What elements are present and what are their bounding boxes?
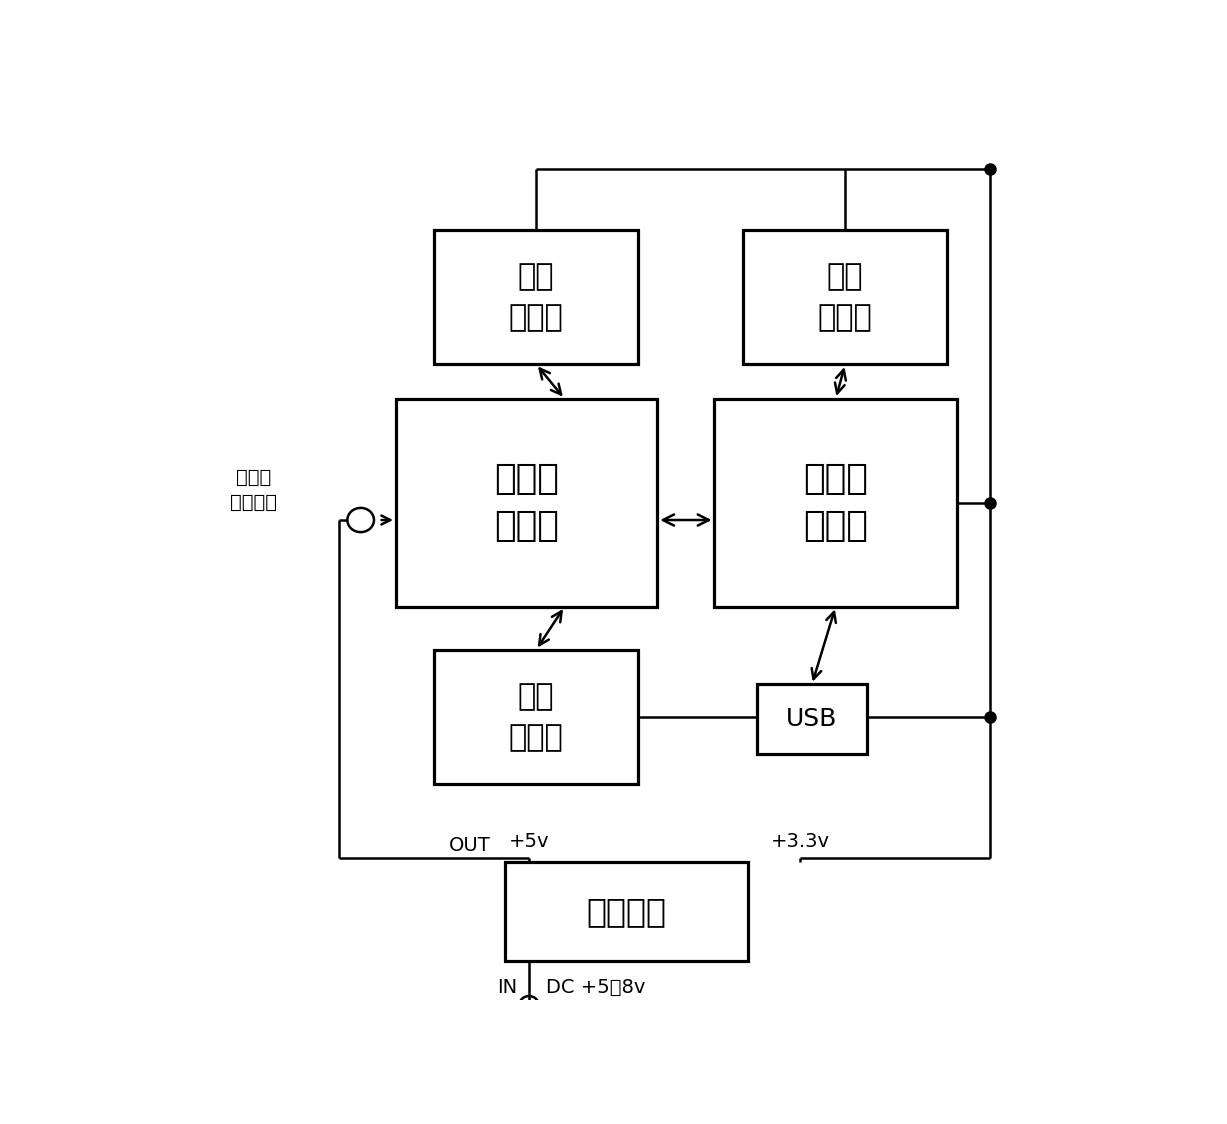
Text: 读写
存储器: 读写 存储器 [509, 682, 563, 752]
Bar [434, 650, 638, 785]
Text: 通信控
制电路: 通信控 制电路 [804, 462, 867, 544]
Text: USB: USB [787, 707, 838, 731]
Text: +3.3v: +3.3v [771, 832, 829, 851]
Text: IN: IN [497, 978, 518, 997]
Text: +5v: +5v [509, 832, 550, 851]
Text: 电源电路: 电源电路 [587, 895, 666, 928]
Text: DC +5～8v: DC +5～8v [546, 978, 645, 997]
Bar [714, 399, 957, 607]
Text: 只读
存储器: 只读 存储器 [509, 262, 563, 332]
Bar [506, 862, 747, 961]
Text: OUT: OUT [449, 836, 491, 855]
Text: 只读
存储器: 只读 存储器 [818, 262, 872, 332]
Bar [757, 685, 866, 754]
Text: 视频信
号输入端: 视频信 号输入端 [229, 468, 277, 511]
Bar [396, 399, 658, 607]
Bar [434, 230, 638, 364]
Bar [742, 230, 947, 364]
Text: 图像处
理电路: 图像处 理电路 [494, 462, 560, 544]
